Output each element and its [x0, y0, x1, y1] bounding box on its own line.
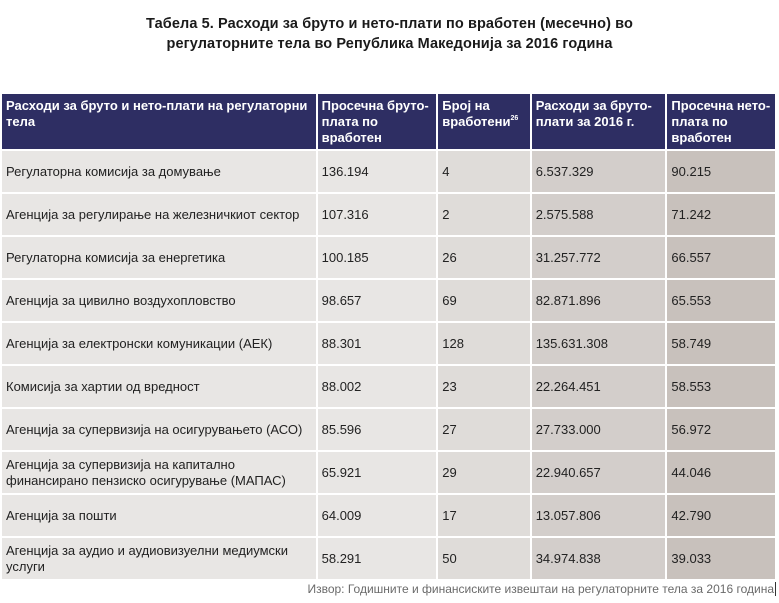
cell-avg-net: 58.749 — [667, 323, 775, 364]
cell-gross-expenses: 34.974.838 — [531, 538, 666, 579]
cell-employees: 26 — [438, 237, 530, 278]
cell-employees: 17 — [438, 495, 530, 536]
cell-avg-net: 39.033 — [667, 538, 775, 579]
cell-employees: 50 — [438, 538, 530, 579]
cell-avg-gross: 100.185 — [317, 237, 437, 278]
cell-body-name: Агенција за супервизија на капитално фин… — [2, 452, 316, 493]
table-row: Регулаторна комисија за енергетика 100.1… — [2, 237, 775, 278]
table-row: Агенција за аудио и аудиовизуелни медиум… — [2, 538, 775, 579]
table-header-row: Расходи за бруто и нето-плати на регулат… — [2, 94, 775, 149]
cell-avg-gross: 107.316 — [317, 194, 437, 235]
cell-avg-gross: 85.596 — [317, 409, 437, 450]
cell-employees: 23 — [438, 366, 530, 407]
cell-avg-gross: 88.301 — [317, 323, 437, 364]
cell-avg-gross: 58.291 — [317, 538, 437, 579]
cell-gross-expenses: 135.631.308 — [531, 323, 666, 364]
source-note: Извор: Годишните и финансиските извештаи… — [307, 582, 776, 596]
cell-body-name: Агенција за супервизија на осигурувањето… — [2, 409, 316, 450]
cell-gross-expenses: 82.871.896 — [531, 280, 666, 321]
cell-gross-expenses: 22.940.657 — [531, 452, 666, 493]
table-title: Табела 5. Расходи за бруто и нето-плати … — [0, 14, 779, 54]
table-row: Агенција за пошти 64.009 17 13.057.806 4… — [2, 495, 775, 536]
cell-gross-expenses: 27.733.000 — [531, 409, 666, 450]
cell-avg-net: 56.972 — [667, 409, 775, 450]
table-row: Агенција за супервизија на капитално фин… — [2, 452, 775, 493]
expenses-table: Расходи за бруто и нето-плати на регулат… — [0, 92, 777, 581]
table-title-line-2: регулаторните тела во Република Македони… — [166, 36, 613, 52]
cell-body-name: Регулаторна комисија за домување — [2, 151, 316, 192]
header-gross-expenses: Расходи за бруто-плати за 2016 г. — [531, 94, 666, 149]
header-employees-label: Број на вработени — [442, 98, 511, 129]
header-regulatory-body: Расходи за бруто и нето-плати на регулат… — [2, 94, 316, 149]
cell-employees: 29 — [438, 452, 530, 493]
cell-avg-gross: 65.921 — [317, 452, 437, 493]
cell-employees: 27 — [438, 409, 530, 450]
table-row: Агенција за супервизија на осигурувањето… — [2, 409, 775, 450]
cell-employees: 4 — [438, 151, 530, 192]
cell-avg-net: 66.557 — [667, 237, 775, 278]
cell-gross-expenses: 2.575.588 — [531, 194, 666, 235]
cell-body-name: Агенција за регулирање на железничкиот с… — [2, 194, 316, 235]
cell-avg-gross: 98.657 — [317, 280, 437, 321]
cell-employees: 2 — [438, 194, 530, 235]
cell-body-name: Агенција за цивилно воздухопловство — [2, 280, 316, 321]
cell-gross-expenses: 6.537.329 — [531, 151, 666, 192]
table-title-line-1: Табела 5. Расходи за бруто и нето-плати … — [146, 16, 633, 32]
cell-body-name: Агенција за аудио и аудиовизуелни медиум… — [2, 538, 316, 579]
cell-avg-net: 65.553 — [667, 280, 775, 321]
cell-gross-expenses: 22.264.451 — [531, 366, 666, 407]
cell-gross-expenses: 31.257.772 — [531, 237, 666, 278]
table-row: Агенција за регулирање на железничкиот с… — [2, 194, 775, 235]
cell-avg-gross: 136.194 — [317, 151, 437, 192]
cell-employees: 128 — [438, 323, 530, 364]
cell-body-name: Комисија за хартии од вредност — [2, 366, 316, 407]
cell-avg-net: 58.553 — [667, 366, 775, 407]
cell-avg-net: 44.046 — [667, 452, 775, 493]
cell-avg-net: 90.215 — [667, 151, 775, 192]
footnote-marker: 26 — [510, 115, 519, 122]
cell-body-name: Агенција за електронски комуникации (АЕК… — [2, 323, 316, 364]
cell-avg-net: 71.242 — [667, 194, 775, 235]
table-row: Регулаторна комисија за домување 136.194… — [2, 151, 775, 192]
cell-avg-net: 42.790 — [667, 495, 775, 536]
header-avg-net-salary: Просечна нето-плата по вработен — [667, 94, 775, 149]
cell-avg-gross: 88.002 — [317, 366, 437, 407]
table-row: Агенција за електронски комуникации (АЕК… — [2, 323, 775, 364]
cell-body-name: Агенција за пошти — [2, 495, 316, 536]
header-employees: Број на вработени26 — [438, 94, 530, 149]
cell-gross-expenses: 13.057.806 — [531, 495, 666, 536]
cell-avg-gross: 64.009 — [317, 495, 437, 536]
table-row: Агенција за цивилно воздухопловство 98.6… — [2, 280, 775, 321]
table-row: Комисија за хартии од вредност 88.002 23… — [2, 366, 775, 407]
cell-employees: 69 — [438, 280, 530, 321]
cell-body-name: Регулаторна комисија за енергетика — [2, 237, 316, 278]
header-avg-gross-salary: Просечна бруто-плата по вработен — [317, 94, 437, 149]
